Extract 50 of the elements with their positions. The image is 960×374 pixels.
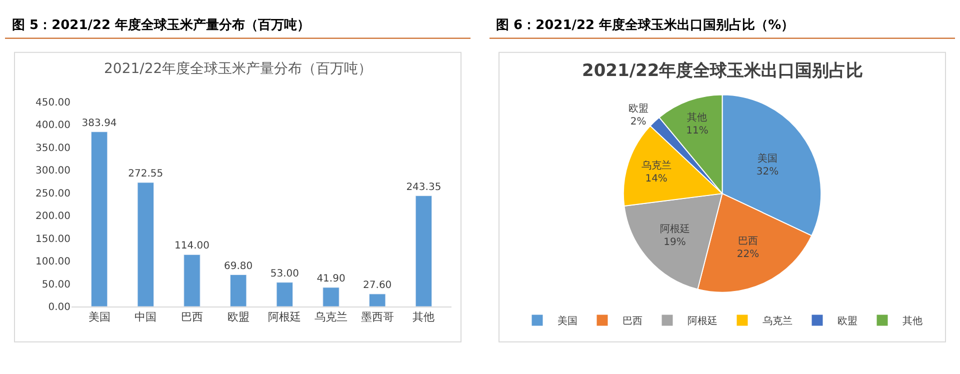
x-tick-label: 欧盟 bbox=[227, 310, 250, 324]
x-tick-label: 乌克兰 bbox=[314, 310, 348, 324]
x-tick-label: 中国 bbox=[134, 310, 157, 324]
chart-title: 图 6：2021/22 年度全球玉米出口国别占比（%） bbox=[496, 17, 794, 33]
y-tick-label: 150.00 bbox=[36, 234, 70, 245]
y-tick-label: 100.00 bbox=[36, 256, 70, 268]
data-label: 383.94 bbox=[82, 118, 117, 129]
data-label: 19% bbox=[664, 236, 686, 248]
data-label: 114.00 bbox=[174, 240, 210, 252]
y-tick-label: 0.00 bbox=[48, 302, 70, 314]
bar bbox=[322, 287, 340, 307]
data-label: 11% bbox=[686, 126, 708, 137]
y-tick-label: 250.00 bbox=[36, 188, 70, 200]
bar bbox=[415, 196, 432, 307]
x-tick-label: 墨西哥 bbox=[360, 310, 394, 324]
data-label: 32% bbox=[756, 166, 779, 178]
y-tick-label: 400.00 bbox=[36, 120, 70, 132]
data-label: 53.00 bbox=[270, 268, 299, 280]
data-label: 41.90 bbox=[316, 273, 346, 284]
y-tick-label: 350.00 bbox=[36, 142, 70, 154]
slice-label: 美国 bbox=[758, 152, 778, 164]
chart-subtitle: 2021/22年度全球玉米产量分布（百万吨） bbox=[104, 61, 372, 77]
chart-title: 图 5：2021/22 年度全球玉米产量分布（百万吨） bbox=[12, 17, 310, 33]
chart-subtitle: 2021/22年度全球玉米出口国别占比 bbox=[582, 61, 864, 81]
bar bbox=[276, 282, 294, 307]
data-label: 22% bbox=[736, 249, 760, 260]
data-label: 2% bbox=[630, 116, 646, 128]
data-label: 69.80 bbox=[224, 260, 253, 272]
data-label: 243.35 bbox=[406, 182, 442, 193]
x-tick-label: 其他 bbox=[412, 310, 435, 324]
bar bbox=[230, 274, 247, 307]
y-tick-label: 200.00 bbox=[36, 211, 70, 222]
y-tick-label: 300.00 bbox=[36, 166, 70, 177]
slice-label: 巴西 bbox=[738, 236, 758, 248]
bar bbox=[137, 182, 154, 307]
slice-label: 其他 bbox=[687, 112, 708, 124]
data-label: 272.55 bbox=[128, 168, 164, 180]
data-label: 27.60 bbox=[363, 280, 392, 291]
x-tick-label: 阿根廷 bbox=[268, 310, 302, 324]
x-tick-label: 巴西 bbox=[180, 310, 203, 324]
bar bbox=[184, 254, 200, 307]
bar bbox=[90, 132, 108, 307]
slice-label: 欧盟 bbox=[628, 102, 648, 114]
y-tick-label: 50.00 bbox=[42, 279, 70, 290]
bar bbox=[368, 294, 386, 307]
y-tick-label: 450.00 bbox=[36, 97, 70, 108]
x-tick-label: 美国 bbox=[88, 310, 110, 324]
slice-label: 阿根廷 bbox=[660, 222, 690, 235]
data-label: 14% bbox=[645, 174, 668, 185]
slice-label: 乌克兰 bbox=[641, 160, 672, 172]
